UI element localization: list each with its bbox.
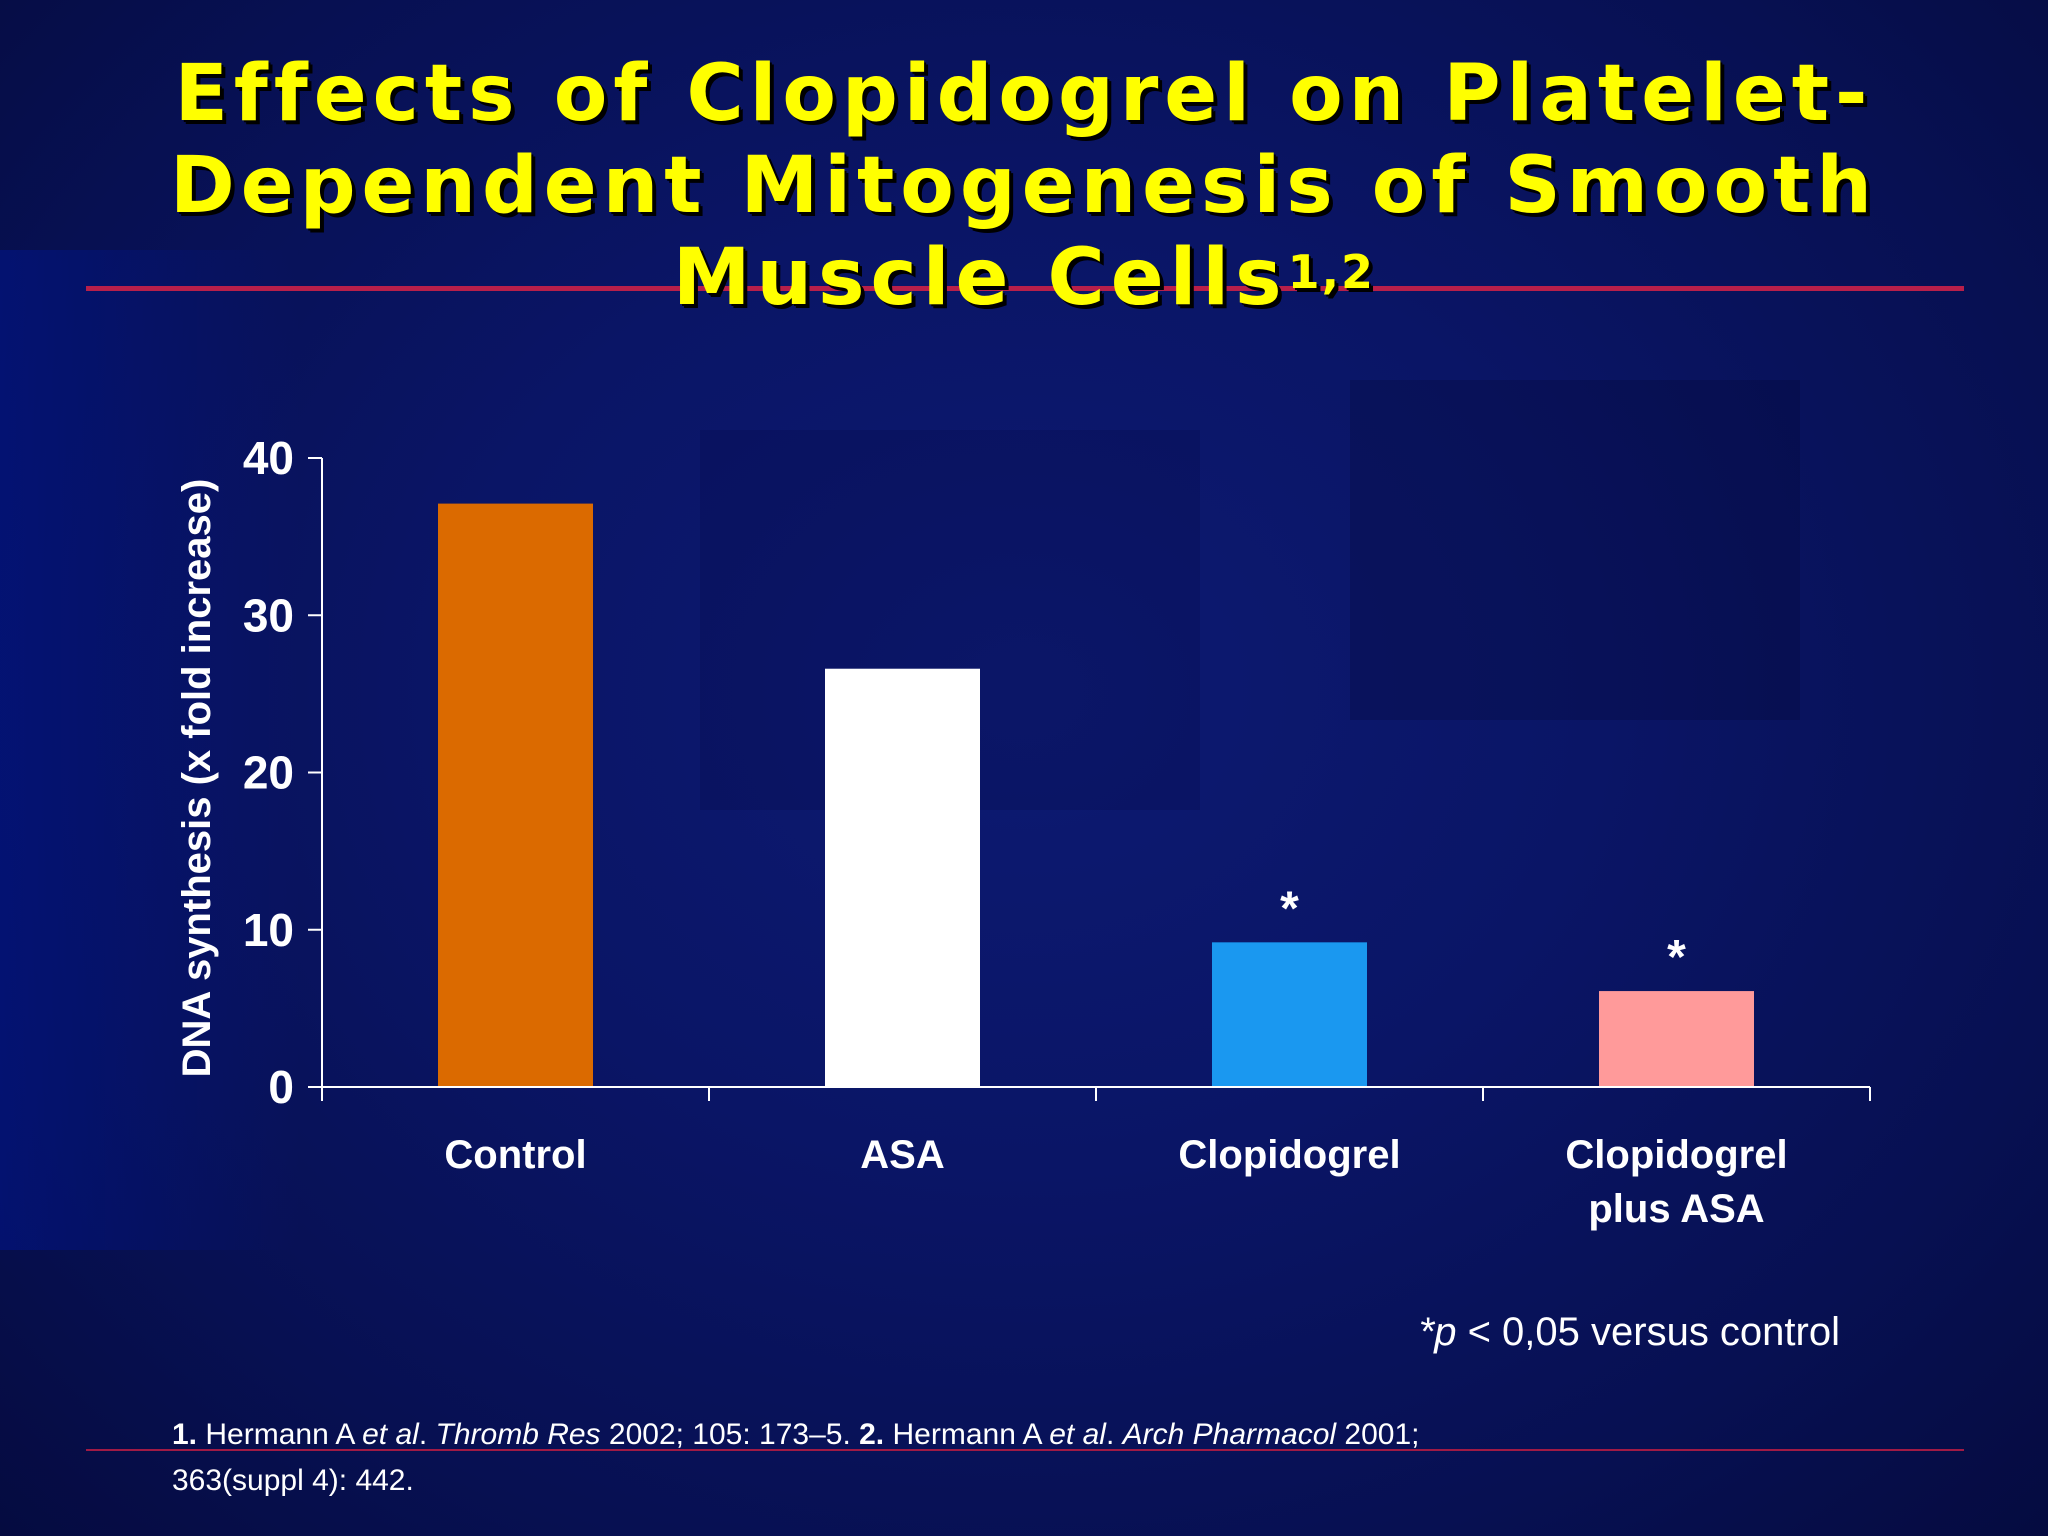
ref1-number: 1. — [172, 1418, 198, 1451]
title-superscript: 1,2 — [1287, 245, 1376, 299]
p-text: < 0,05 versus control — [1456, 1310, 1840, 1354]
bar-1 — [825, 668, 980, 1087]
bar-2 — [1212, 942, 1367, 1087]
category-label-0: Control — [444, 1133, 586, 1177]
slide-title: Effects of Clopidogrel on Platelet- Depe… — [0, 48, 2048, 324]
significance-footnote: *p < 0,05 versus control — [1419, 1310, 1840, 1355]
y-tick-label-2: 20 — [243, 747, 294, 799]
p-symbol: *p — [1418, 1310, 1457, 1354]
title-line-3: Muscle Cells1,2 — [0, 232, 2048, 324]
ref2-dot: . — [1105, 1418, 1123, 1451]
ref1-dot: . — [418, 1418, 436, 1451]
ref2-citation: 2001; — [1336, 1418, 1420, 1451]
y-tick-label-4: 40 — [243, 432, 294, 484]
references: 1. Hermann A et al. Thromb Res 2002; 105… — [172, 1412, 1672, 1504]
ref2-etal: et al — [1049, 1418, 1106, 1451]
title-line-2: Dependent Mitogenesis of Smooth — [170, 141, 1878, 231]
category-label-2: Clopidogrel — [1178, 1133, 1400, 1177]
title-line-1: Effects of Clopidogrel on Platelet- — [174, 49, 1874, 139]
ref2-citation-cont: 363(suppl 4): 442. — [172, 1464, 414, 1497]
bars-layer — [438, 503, 1754, 1087]
category-label-1: ASA — [860, 1133, 944, 1177]
footer-divider-rule — [86, 1449, 1964, 1451]
title-divider-rule — [86, 286, 1964, 291]
y-axis-label: DNA synthesis (x fold increase) — [175, 479, 219, 1078]
axes-layer — [308, 457, 1871, 1101]
ref1-journal: Thromb Res — [435, 1418, 601, 1451]
ref1-etal: et al — [362, 1418, 419, 1451]
ref2-journal: Arch Pharmacol — [1122, 1418, 1337, 1451]
bar-3 — [1599, 991, 1754, 1087]
category-label-3-line2: plus ASA — [1588, 1187, 1764, 1231]
significance-marker-3: * — [1667, 931, 1686, 984]
ref2-author: Hermann A — [884, 1418, 1050, 1451]
ref1-author: Hermann A — [197, 1418, 363, 1451]
labels-layer: Control ASA * Clopidogrel * Clopidogrel plus A… — [175, 432, 1788, 1231]
y-tick-label-3: 30 — [243, 589, 294, 641]
title-line-3-text: Muscle Cells — [672, 233, 1288, 323]
significance-marker-2: * — [1280, 882, 1299, 935]
category-label-3: Clopidogrel — [1565, 1133, 1787, 1177]
ref1-citation: 2002; 105: 173–5. — [600, 1418, 860, 1451]
y-tick-label-0: 0 — [268, 1061, 294, 1113]
ref2-number: 2. — [859, 1418, 885, 1451]
y-tick-label-1: 10 — [243, 904, 294, 956]
bar-0 — [438, 503, 593, 1087]
